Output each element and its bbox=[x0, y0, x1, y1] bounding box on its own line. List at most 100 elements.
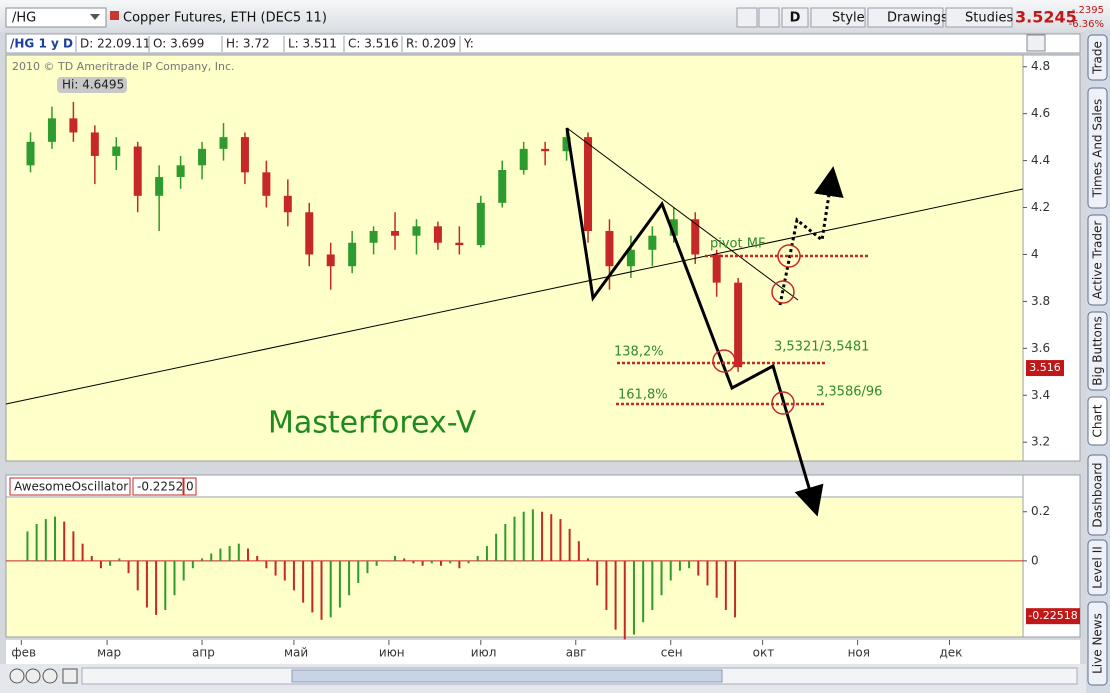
last-price-badge bbox=[1026, 360, 1064, 377]
percent-change: -6.36% bbox=[1069, 19, 1104, 30]
last-value-badge bbox=[1026, 608, 1080, 625]
candle-body bbox=[26, 141, 35, 166]
zoom-out-button[interactable] bbox=[42, 668, 58, 684]
candle-body bbox=[262, 172, 271, 196]
scroll-thumb[interactable] bbox=[291, 669, 723, 683]
hi-label: Hi: 4.6495 bbox=[62, 78, 124, 92]
oscillator-bar bbox=[164, 560, 167, 610]
candle-body bbox=[605, 231, 614, 267]
oscillator-bar bbox=[237, 543, 240, 561]
side-tab[interactable] bbox=[1087, 87, 1108, 209]
y-tick-label: 3.4 bbox=[1031, 388, 1050, 402]
oscillator-bar bbox=[458, 560, 461, 569]
copyright: 2010 © TD Ameritrade IP Company, Inc. bbox=[12, 60, 235, 73]
oscillator-bar bbox=[568, 528, 571, 561]
candle-body bbox=[112, 146, 121, 156]
style-button[interactable] bbox=[810, 7, 866, 28]
x-tick-label: окт bbox=[753, 646, 775, 660]
info-field: Y: bbox=[463, 37, 474, 51]
oscillator-bar bbox=[550, 514, 553, 561]
candle-body bbox=[305, 212, 314, 255]
study-param: 0 bbox=[186, 480, 194, 494]
oscillator-bar bbox=[320, 560, 323, 620]
fib-label: 161,8% bbox=[618, 388, 668, 403]
info-field: C: 3.516 bbox=[348, 37, 399, 51]
x-tick-label: дек bbox=[939, 646, 962, 660]
zoom-reset-button[interactable] bbox=[62, 668, 78, 684]
oscillator-bar bbox=[357, 560, 360, 583]
projection-path bbox=[778, 166, 844, 306]
oscillator-bar bbox=[706, 560, 709, 586]
fib-price: 3,5321/3,5481 bbox=[774, 340, 869, 355]
trend-line bbox=[5, 188, 1024, 405]
oscillator-bar bbox=[559, 519, 562, 561]
oscillator-bar bbox=[449, 560, 452, 564]
oscillator-bar bbox=[476, 555, 479, 561]
side-tab[interactable] bbox=[1087, 214, 1108, 306]
drawings-button[interactable] bbox=[867, 7, 944, 28]
x-tick-label: ноя bbox=[848, 646, 870, 660]
candle-body bbox=[90, 132, 99, 156]
candle-body bbox=[391, 231, 400, 236]
symbol: /HG bbox=[12, 11, 36, 26]
oscillator-bar bbox=[430, 560, 433, 564]
oscillator-bar bbox=[669, 560, 672, 581]
brand-label: Masterforex-V bbox=[268, 406, 477, 441]
y-tick-label: 4.8 bbox=[1031, 59, 1050, 73]
oscillator-bar bbox=[522, 511, 525, 561]
candle-body bbox=[455, 242, 464, 246]
oscillator-bar bbox=[632, 560, 635, 635]
candle-body bbox=[69, 118, 78, 133]
hi-badge bbox=[57, 77, 127, 93]
oscillator-bar bbox=[439, 560, 442, 566]
study-name-box[interactable] bbox=[9, 477, 131, 496]
symbol-box[interactable] bbox=[5, 7, 107, 28]
side-tab[interactable] bbox=[1087, 539, 1108, 596]
zoom-button[interactable] bbox=[9, 668, 25, 684]
oscillator-bar bbox=[587, 558, 590, 561]
side-tab-label: Big Buttons bbox=[1091, 316, 1105, 385]
oscillator-bar bbox=[228, 546, 231, 561]
oscillator-bar bbox=[219, 548, 222, 561]
chart-settings-button[interactable] bbox=[1026, 34, 1046, 52]
oscillator-bar bbox=[292, 560, 295, 591]
oscillator-bar bbox=[127, 560, 130, 574]
oscillator-bar bbox=[256, 555, 259, 561]
tool-button[interactable] bbox=[758, 7, 780, 28]
oscillator-bar bbox=[210, 553, 213, 561]
oscillator-bar bbox=[734, 560, 737, 618]
last-value-label: -0.22518 bbox=[1028, 609, 1077, 622]
candle-body bbox=[47, 118, 56, 142]
y-tick-label: 3.6 bbox=[1031, 341, 1050, 355]
side-tab[interactable] bbox=[1087, 601, 1108, 686]
oscillator-bar bbox=[338, 560, 341, 608]
oscillator-bar bbox=[311, 560, 314, 613]
candle-body bbox=[155, 177, 164, 196]
oscillator-bar bbox=[412, 560, 415, 564]
zoom-in-button[interactable] bbox=[25, 668, 41, 684]
oscillator-bar bbox=[302, 560, 305, 603]
candle-body bbox=[433, 226, 442, 243]
dropdown-icon[interactable] bbox=[90, 14, 100, 20]
oscillator-bar bbox=[182, 560, 185, 581]
side-tab[interactable] bbox=[1087, 34, 1108, 81]
side-tab[interactable] bbox=[1087, 396, 1108, 446]
period-button[interactable] bbox=[781, 7, 809, 28]
side-tab-label: Trade bbox=[1091, 41, 1105, 75]
side-tab[interactable] bbox=[1087, 454, 1108, 536]
y-tick-label: 4.2 bbox=[1031, 200, 1050, 214]
x-tick-label: авг bbox=[566, 646, 587, 660]
x-tick-label: мар bbox=[97, 646, 121, 660]
price-panel bbox=[5, 54, 1024, 462]
tool-button[interactable] bbox=[736, 7, 758, 28]
last-price-label: 3.516 bbox=[1029, 361, 1061, 374]
oscillator-bar bbox=[63, 521, 66, 561]
y-tick-label: 0 bbox=[1031, 553, 1039, 567]
oscillator-bar bbox=[697, 560, 700, 576]
candle-body bbox=[626, 249, 635, 267]
studies-button[interactable] bbox=[945, 7, 1013, 28]
oscillator-bar bbox=[394, 555, 397, 561]
y-tick-label: 4.6 bbox=[1031, 106, 1050, 120]
side-tab[interactable] bbox=[1087, 311, 1108, 391]
